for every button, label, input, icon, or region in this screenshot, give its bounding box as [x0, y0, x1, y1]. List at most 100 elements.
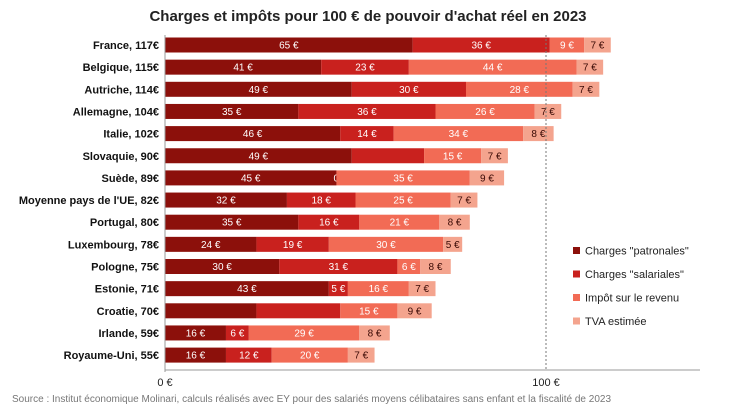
bar-segment	[271, 347, 348, 363]
bar-segment	[439, 214, 470, 230]
bar-row: Autriche, 114€ 49 € 30 € 28 € 7 €	[84, 81, 600, 97]
bar-segment	[420, 259, 451, 274]
bar-segment	[340, 303, 398, 319]
bar-segment	[256, 303, 341, 319]
data-label: 28 €	[510, 85, 530, 96]
category-label: Irlande, 59€	[98, 328, 159, 340]
data-label: 65 €	[279, 41, 299, 52]
data-label: 5 €	[331, 284, 345, 295]
data-label: 30 €	[376, 240, 396, 251]
data-label: 36 €	[471, 41, 491, 52]
legend-item: Charges "salariales"	[573, 269, 684, 281]
legend-label: TVA estimée	[585, 316, 647, 328]
source-note: Source : Institut économique Molinari, c…	[12, 394, 611, 405]
bar-segment	[256, 236, 329, 252]
category-label: Autriche, 114€	[84, 84, 159, 96]
category-label: Moyenne pays de l'UE, 82€	[19, 195, 159, 207]
data-label: 7 €	[541, 107, 555, 118]
data-label: 15 €	[443, 151, 463, 162]
data-label: 43 €	[237, 284, 257, 295]
bar-segment	[359, 325, 390, 341]
data-label: 36 €	[357, 107, 377, 118]
data-label: 12 €	[239, 351, 259, 362]
bar-segment	[359, 214, 440, 230]
data-label: 14 €	[357, 129, 377, 140]
data-label: 15 €	[359, 306, 379, 317]
data-label: 16 €	[186, 328, 206, 339]
category-label: Pologne, 75€	[91, 262, 159, 274]
category-label: France, 117€	[93, 40, 159, 52]
data-label: 35 €	[393, 173, 413, 184]
bar-row: Allemagne, 104€ 35 € 36 € 26 € 7 €	[73, 103, 562, 119]
data-label: 31 €	[329, 262, 349, 273]
category-label: Estonie, 71€	[95, 284, 159, 296]
bar-segment	[450, 192, 478, 208]
bar-segment	[469, 170, 505, 186]
bar-segment	[225, 347, 272, 363]
category-label: Croatie, 70€	[97, 306, 159, 318]
data-label: 5 €	[446, 240, 460, 251]
category-label: Slovaquie, 90€	[83, 151, 159, 163]
data-label: 9 €	[480, 173, 494, 184]
bar-segment	[165, 81, 352, 97]
bar-segment	[408, 59, 577, 75]
bar-segment	[355, 192, 451, 208]
data-label: 8 €	[429, 262, 443, 273]
legend-label: Charges "patronales"	[585, 246, 689, 258]
bar-row: France, 117€ 65 € 36 € 9 € 7 €	[93, 37, 611, 53]
bar-row: Pologne, 75€ 30 € 31 € 6 € 8 €	[91, 259, 451, 274]
bar-row: Belgique, 115€ 41 € 23 € 44 € 7 €	[83, 59, 604, 75]
bar-segment	[165, 103, 299, 119]
bar-segment	[328, 236, 444, 252]
data-label: 9 €	[408, 306, 422, 317]
bar-row: Italie, 102€ 46 € 14 € 34 € 8 €	[103, 126, 554, 142]
bar-segment	[165, 192, 287, 208]
data-label: 16 €	[186, 351, 206, 362]
bar-segment	[248, 325, 360, 341]
bar-segment	[165, 170, 337, 186]
bar-row: Luxembourg, 78€ 24 € 19 € 30 € 5 €	[68, 236, 463, 252]
data-label: 24 €	[201, 240, 221, 251]
bar-segment	[165, 303, 257, 319]
category-label: Italie, 102€	[103, 129, 159, 141]
category-label: Suède, 89€	[102, 173, 159, 185]
bar-segment	[424, 148, 482, 164]
category-label: Belgique, 115€	[83, 62, 159, 74]
category-label: Royaume-Uni, 55€	[64, 350, 159, 362]
legend-label: Impôt sur le revenu	[585, 293, 679, 305]
bar-segment	[393, 126, 524, 142]
data-label: 16 €	[369, 284, 389, 295]
legend-item: Impôt sur le revenu	[573, 293, 679, 305]
data-label: 34 €	[449, 129, 469, 140]
bar-segment	[321, 59, 409, 75]
bar-segment	[336, 170, 470, 186]
data-label: 26 €	[475, 107, 495, 118]
bar-segment	[584, 37, 611, 53]
bar-segment	[397, 303, 432, 319]
legend-swatch	[573, 294, 580, 301]
legend-item: TVA estimée	[573, 316, 647, 328]
data-label: 45 €	[241, 173, 261, 184]
data-label: 25 €	[393, 196, 413, 207]
bar-segment	[165, 236, 257, 252]
data-label: 7 €	[590, 41, 604, 52]
bar-segment	[576, 59, 604, 75]
bar-segment	[165, 325, 226, 341]
bar-segment	[435, 103, 535, 119]
data-label: 7 €	[579, 85, 593, 96]
data-label: 44 €	[483, 63, 503, 74]
data-label: 21 €	[390, 218, 410, 229]
legend-swatch	[573, 270, 580, 278]
bar-segment	[165, 126, 341, 142]
bar-segment	[347, 347, 375, 363]
data-label: 35 €	[222, 107, 242, 118]
bar-segment	[412, 37, 550, 53]
bar-segment	[572, 81, 600, 97]
bar-segment	[286, 192, 356, 208]
bar-segment	[408, 281, 436, 297]
data-label: 8 €	[448, 218, 462, 229]
bar-segment	[549, 37, 585, 53]
x-tick-0: 0 €	[157, 377, 172, 389]
bar-segment	[165, 59, 322, 75]
category-label: Luxembourg, 78€	[68, 239, 159, 251]
